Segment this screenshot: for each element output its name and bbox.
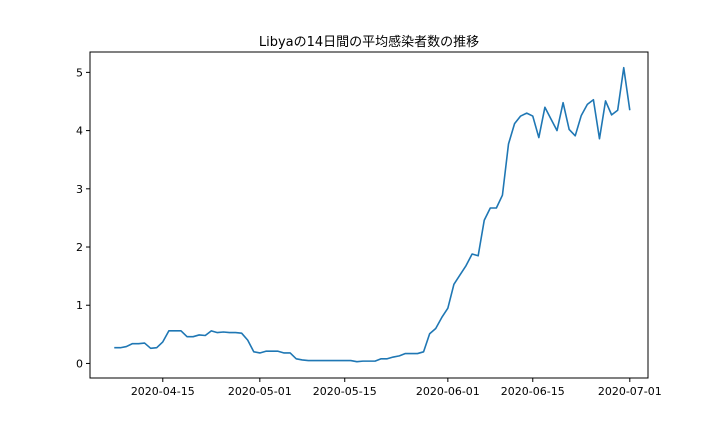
y-axis: 0 1 2 3 4 5 [76, 66, 90, 370]
x-tick-label: 2020-05-01 [228, 385, 292, 398]
x-axis: 2020-04-15 2020-05-01 2020-05-15 2020-06-01… [131, 378, 662, 398]
x-tick-label: 2020-04-15 [131, 385, 195, 398]
x-tick-label: 2020-05-15 [313, 385, 377, 398]
chart-title: Libyaの14日間の平均感染者数の推移 [259, 34, 479, 50]
y-tick-label: 4 [76, 125, 83, 138]
y-tick-label: 5 [76, 66, 83, 79]
x-tick-label: 2020-06-01 [416, 385, 480, 398]
x-tick-label: 2020-07-01 [598, 385, 662, 398]
x-tick-label: 2020-06-15 [501, 385, 565, 398]
y-tick-label: 0 [76, 357, 83, 370]
y-tick-label: 3 [76, 183, 83, 196]
plot-area-frame [90, 52, 648, 378]
series-line [114, 68, 630, 362]
y-tick-label: 2 [76, 241, 83, 254]
y-tick-label: 1 [76, 299, 83, 312]
